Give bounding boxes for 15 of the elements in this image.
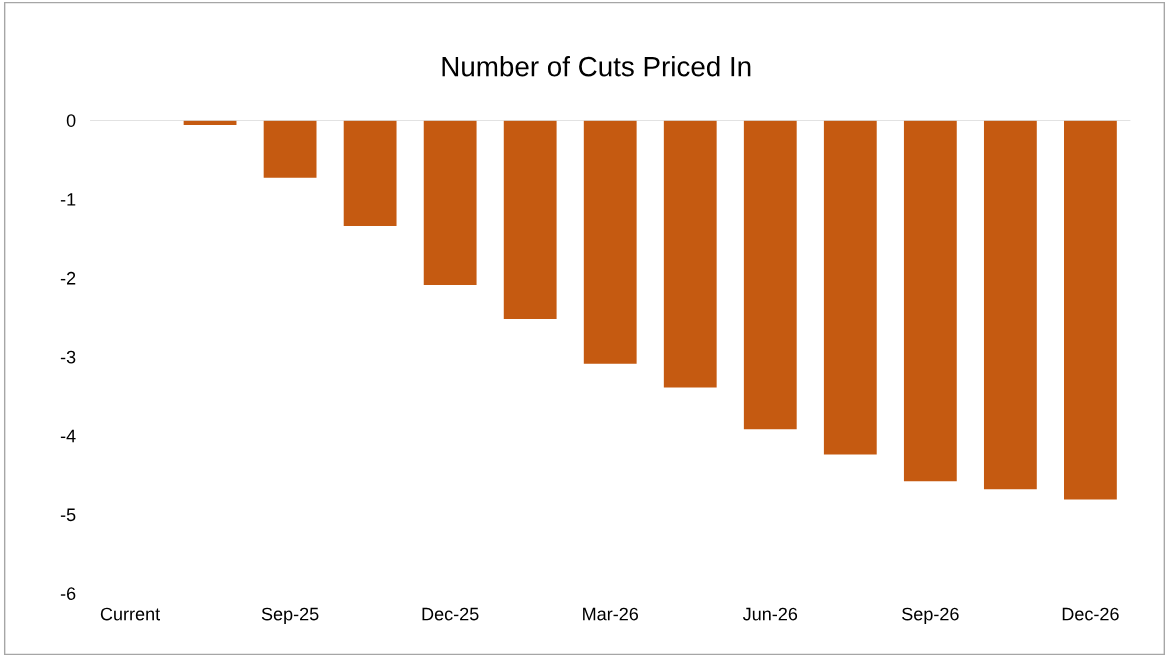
y-tick-label: 0	[66, 114, 76, 127]
x-tick-label: Mar-26	[583, 607, 639, 621]
y-tick-label: -2	[60, 271, 76, 285]
x-tick-label: Sep-26	[902, 607, 959, 624]
x-tick-label: Dec-25	[422, 607, 479, 621]
x-tick-label: Jun-26	[742, 607, 798, 621]
y-tick-label: -4	[60, 429, 76, 443]
chart-title: Number of Cuts Priced In	[442, 56, 751, 77]
y-tick-label: -5	[60, 508, 76, 522]
x-tick-label: Current	[100, 607, 160, 621]
y-tick-label: -3	[60, 350, 76, 364]
x-tick-label: Dec-26	[1062, 607, 1119, 621]
x-tick-label: Sep-25	[261, 607, 319, 624]
y-tick-label: -1	[60, 193, 76, 206]
y-tick-label: -6	[60, 587, 76, 600]
